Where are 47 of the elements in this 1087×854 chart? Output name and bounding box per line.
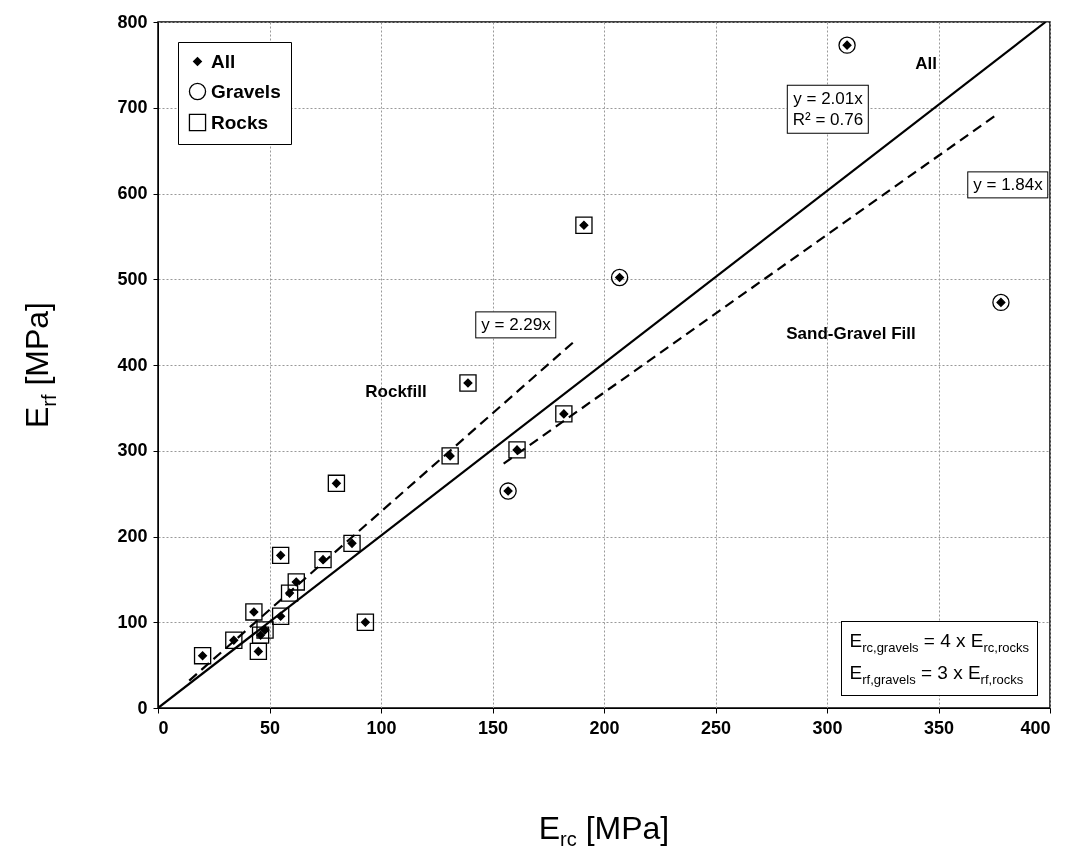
x-tick-label: 50	[259, 717, 281, 738]
point	[327, 474, 346, 493]
point	[256, 621, 274, 639]
point	[287, 573, 305, 591]
x-tick-label: 200	[589, 717, 620, 738]
annotation: y = 2.01x R² = 0.76	[786, 84, 870, 134]
point	[271, 607, 290, 625]
x-tick-label: 250	[700, 717, 732, 738]
point	[314, 550, 332, 569]
point	[280, 584, 299, 602]
y-tick-label: 800	[117, 11, 148, 32]
point	[441, 447, 459, 465]
annotation: All	[915, 53, 937, 75]
point	[225, 631, 243, 649]
x-tick-label: 100	[366, 717, 397, 738]
point	[555, 405, 573, 423]
point	[271, 546, 290, 565]
y-tick-label: 300	[117, 440, 148, 461]
y-tick-label: 200	[117, 526, 148, 546]
point	[575, 216, 593, 234]
x-tick-label: 300	[812, 717, 843, 738]
y-tick-label: 100	[117, 611, 148, 632]
legend-label: All	[211, 50, 236, 72]
point	[459, 374, 477, 392]
point	[356, 613, 375, 631]
annotation: Sand-Gravel Fill	[786, 323, 916, 345]
annotation: y = 2.29x	[475, 311, 557, 339]
point	[508, 441, 526, 459]
y-tick-label: 700	[117, 97, 148, 118]
annotation: y = 1.84x	[967, 171, 1049, 199]
y-tick-label: 600	[117, 183, 148, 203]
y-tick-label: 0	[137, 697, 148, 718]
annotation: E$_{rc,gravels}$ = 4 x E$_{rc,rocks}$	[849, 629, 1029, 655]
legend-label: Gravels	[211, 80, 281, 102]
x-tick-label: 0	[158, 717, 169, 738]
x-tick-label: 150	[477, 717, 509, 738]
x-tick-label: 400	[1020, 717, 1051, 738]
y-tick-label: 500	[117, 268, 148, 289]
annotation: Rockfill	[365, 381, 427, 403]
annotation: E$_{rf,gravels}$ = 3 x E$_{rf,rocks}$	[849, 662, 1024, 688]
point	[251, 626, 270, 644]
x-tick-label: 350	[923, 717, 955, 738]
x-axis-title: E$_{rc}$ [MPa]	[538, 810, 670, 852]
point	[245, 603, 263, 621]
point	[193, 646, 212, 665]
legend-label: Rocks	[211, 111, 269, 133]
y-tick-label: 400	[117, 354, 148, 375]
